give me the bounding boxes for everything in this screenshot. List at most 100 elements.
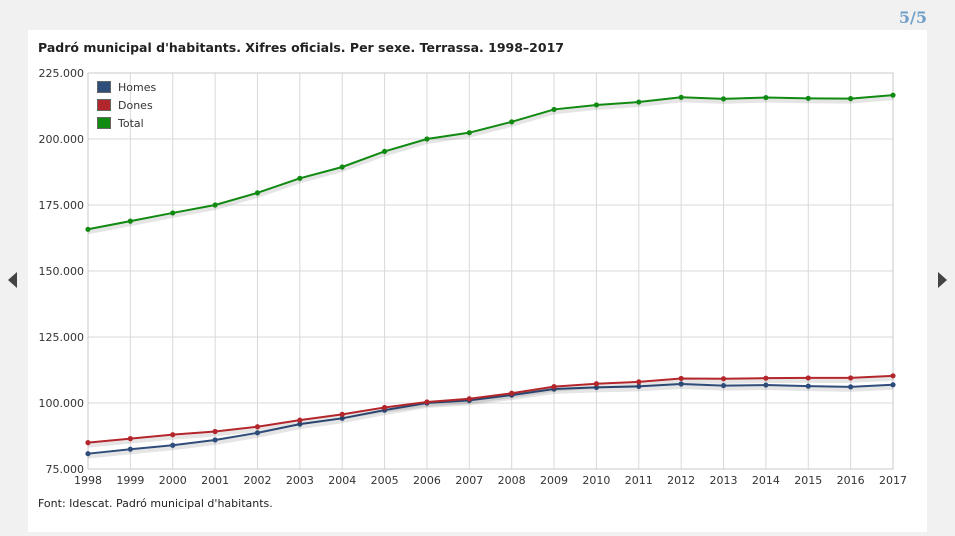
data-point-homes[interactable] bbox=[254, 430, 261, 436]
x-tick-label: 2015 bbox=[794, 474, 822, 487]
chart-title: Padró municipal d'habitants. Xifres ofic… bbox=[38, 40, 564, 55]
data-point-dones[interactable] bbox=[593, 381, 600, 387]
data-point-homes[interactable] bbox=[636, 383, 642, 389]
data-point-homes[interactable] bbox=[720, 382, 727, 389]
data-point-homes[interactable] bbox=[593, 384, 600, 391]
data-point-dones[interactable] bbox=[85, 440, 91, 446]
x-tick-label: 2010 bbox=[582, 474, 610, 487]
data-point-total[interactable] bbox=[381, 148, 388, 155]
data-point-total[interactable] bbox=[127, 218, 133, 224]
data-point-total[interactable] bbox=[339, 164, 345, 170]
data-point-dones[interactable] bbox=[848, 375, 854, 381]
data-point-homes[interactable] bbox=[890, 382, 896, 388]
data-point-dones[interactable] bbox=[170, 432, 176, 438]
x-tick-label: 2016 bbox=[837, 474, 865, 487]
x-tick-label: 2014 bbox=[752, 474, 780, 487]
data-point-total[interactable] bbox=[170, 210, 176, 216]
y-tick-label: 75.000 bbox=[46, 463, 85, 476]
series-line-shadow bbox=[87, 376, 894, 448]
data-point-homes[interactable] bbox=[805, 383, 811, 389]
data-point-dones[interactable] bbox=[381, 404, 388, 411]
page-counter: 5/5 bbox=[898, 8, 927, 27]
data-point-total[interactable] bbox=[551, 106, 557, 113]
y-tick-label: 200.000 bbox=[39, 133, 85, 146]
previous-arrow-icon[interactable] bbox=[8, 272, 17, 288]
data-point-total[interactable] bbox=[593, 102, 600, 108]
series-line-shadow bbox=[87, 96, 894, 235]
x-tick-label: 2012 bbox=[667, 474, 695, 487]
data-point-total[interactable] bbox=[254, 190, 261, 196]
legend-swatch-dones bbox=[97, 99, 111, 111]
data-point-dones[interactable] bbox=[890, 373, 896, 379]
data-point-dones[interactable] bbox=[424, 399, 430, 405]
line-chart: 75.000 100.000 125.000 150.000 175.000 200.00… bbox=[39, 67, 908, 487]
data-point-homes[interactable] bbox=[297, 421, 303, 427]
x-tick-label: 2017 bbox=[879, 474, 907, 487]
legend-label-total: Total bbox=[117, 117, 144, 130]
y-tick-label: 125.000 bbox=[39, 331, 85, 344]
series-line-shadow bbox=[87, 384, 894, 459]
data-point-total[interactable] bbox=[636, 99, 642, 105]
series-line-homes bbox=[87, 382, 894, 455]
data-point-total[interactable] bbox=[212, 202, 218, 208]
legend-label-dones: Dones bbox=[118, 99, 153, 112]
next-arrow-icon[interactable] bbox=[938, 272, 947, 288]
data-point-total[interactable] bbox=[466, 130, 472, 136]
data-point-homes[interactable] bbox=[170, 442, 176, 448]
legend-label-homes: Homes bbox=[118, 81, 156, 94]
data-point-homes[interactable] bbox=[678, 381, 684, 387]
data-point-total[interactable] bbox=[890, 92, 896, 98]
data-point-dones[interactable] bbox=[254, 424, 261, 430]
y-tick-label: 150.000 bbox=[39, 265, 85, 278]
data-point-dones[interactable] bbox=[212, 428, 218, 435]
data-point-dones[interactable] bbox=[551, 384, 557, 390]
data-point-total[interactable] bbox=[424, 136, 430, 142]
data-point-homes[interactable] bbox=[339, 415, 345, 421]
data-point-dones[interactable] bbox=[720, 376, 727, 382]
chart-source: Font: Idescat. Padró municipal d'habitan… bbox=[38, 497, 273, 510]
legend-swatch-total bbox=[97, 117, 111, 129]
x-tick-label: 2000 bbox=[159, 474, 187, 487]
data-point-homes[interactable] bbox=[763, 382, 769, 388]
data-point-homes[interactable] bbox=[85, 451, 91, 457]
x-tick-label: 2011 bbox=[625, 474, 653, 487]
x-tick-label: 2009 bbox=[540, 474, 568, 487]
series-line-total bbox=[87, 94, 894, 231]
data-point-homes[interactable] bbox=[127, 446, 133, 452]
data-point-dones[interactable] bbox=[636, 379, 642, 385]
legend-swatch-homes bbox=[97, 81, 111, 93]
data-point-dones[interactable] bbox=[763, 375, 769, 381]
data-point-dones[interactable] bbox=[678, 375, 684, 382]
chart-card: Padró municipal d'habitants. Xifres ofic… bbox=[28, 30, 927, 532]
y-tick-label: 225.000 bbox=[39, 67, 85, 80]
data-point-total[interactable] bbox=[509, 119, 515, 125]
x-tick-label: 2008 bbox=[498, 474, 526, 487]
y-tick-label: 175.000 bbox=[39, 199, 85, 212]
x-tick-label: 2003 bbox=[286, 474, 314, 487]
plot-frame bbox=[87, 72, 894, 470]
data-point-total[interactable] bbox=[297, 175, 303, 181]
data-point-total[interactable] bbox=[848, 96, 854, 102]
data-point-total[interactable] bbox=[720, 96, 727, 102]
x-tick-label: 2001 bbox=[201, 474, 229, 487]
data-point-dones[interactable] bbox=[339, 411, 345, 417]
data-point-total[interactable] bbox=[678, 94, 684, 100]
x-tick-label: 1999 bbox=[116, 474, 144, 487]
data-point-total[interactable] bbox=[763, 94, 769, 101]
data-point-total[interactable] bbox=[805, 95, 811, 101]
x-tick-label: 2004 bbox=[328, 474, 356, 487]
data-point-dones[interactable] bbox=[805, 375, 811, 381]
x-tick-label: 2007 bbox=[455, 474, 483, 487]
data-point-homes[interactable] bbox=[848, 384, 854, 390]
x-tick-label: 1998 bbox=[74, 474, 102, 487]
data-point-dones[interactable] bbox=[127, 436, 133, 442]
data-point-homes[interactable] bbox=[212, 437, 218, 443]
data-point-dones[interactable] bbox=[466, 396, 472, 402]
y-tick-label: 100.000 bbox=[39, 397, 85, 410]
series-line-dones bbox=[87, 374, 894, 444]
data-point-dones[interactable] bbox=[297, 417, 303, 423]
x-tick-label: 2002 bbox=[243, 474, 271, 487]
x-tick-label: 2013 bbox=[710, 474, 738, 487]
data-point-dones[interactable] bbox=[509, 390, 515, 396]
data-point-total[interactable] bbox=[85, 226, 91, 232]
